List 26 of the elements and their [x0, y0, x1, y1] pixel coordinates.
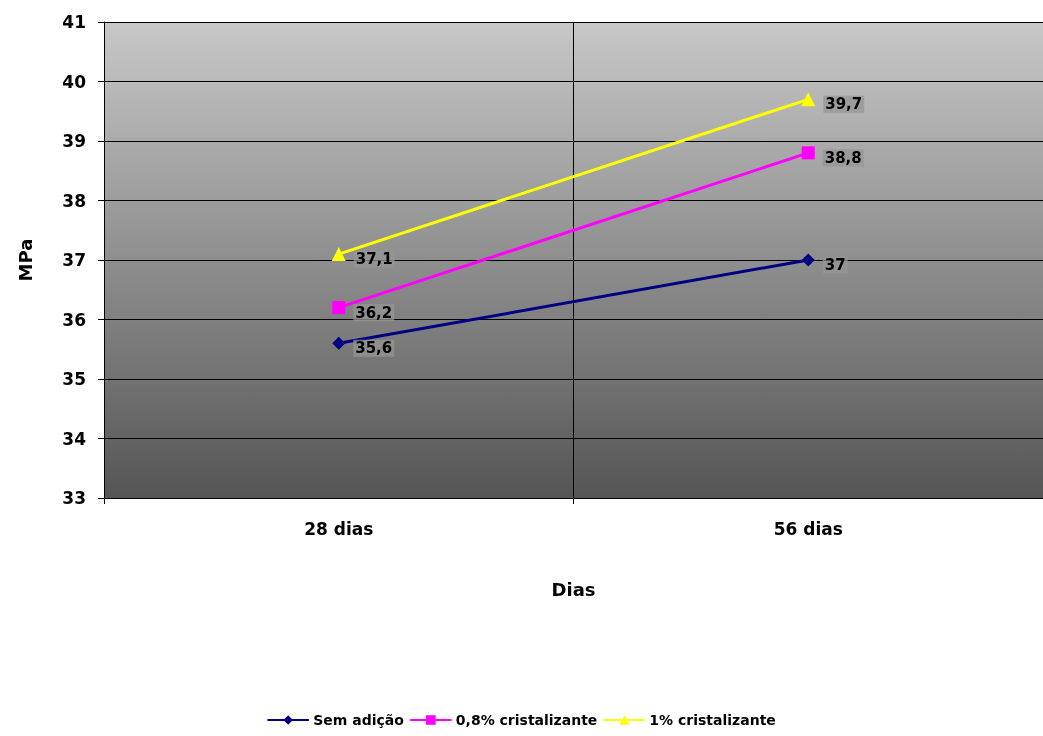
y-tick-label: 39 — [62, 131, 86, 151]
legend-label: 0,8% cristalizante — [455, 712, 598, 728]
data-label: 36,2 — [355, 303, 393, 322]
point — [332, 336, 346, 350]
x-tick-label: 56 dias — [773, 518, 843, 539]
y-tick-label: 35 — [62, 369, 86, 389]
x-axis-title: Dias — [551, 578, 596, 600]
legend-label: Sem adição — [313, 712, 405, 728]
y-tick-label: 40 — [62, 71, 87, 92]
y-tick-label: 37 — [62, 250, 86, 270]
y-tick-label: 36 — [62, 309, 86, 330]
legend-label: 1% cristalizante — [649, 712, 776, 728]
y-tick-label: 33 — [62, 488, 86, 508]
y-tick-label: 41 — [62, 12, 86, 32]
point — [801, 146, 815, 160]
data-label: 37,1 — [355, 250, 393, 269]
point — [332, 301, 346, 315]
y-axis-title: MPa — [14, 238, 36, 282]
point — [801, 253, 815, 267]
data-label: 35,6 — [355, 339, 393, 358]
data-label: 39,7 — [825, 95, 863, 114]
x-tick-label: 28 dias — [304, 518, 374, 539]
data-label: 37 — [824, 256, 846, 274]
y-tick-label: 38 — [62, 190, 86, 211]
y-tick-label: 34 — [62, 428, 87, 449]
data-label: 38,8 — [824, 148, 862, 167]
